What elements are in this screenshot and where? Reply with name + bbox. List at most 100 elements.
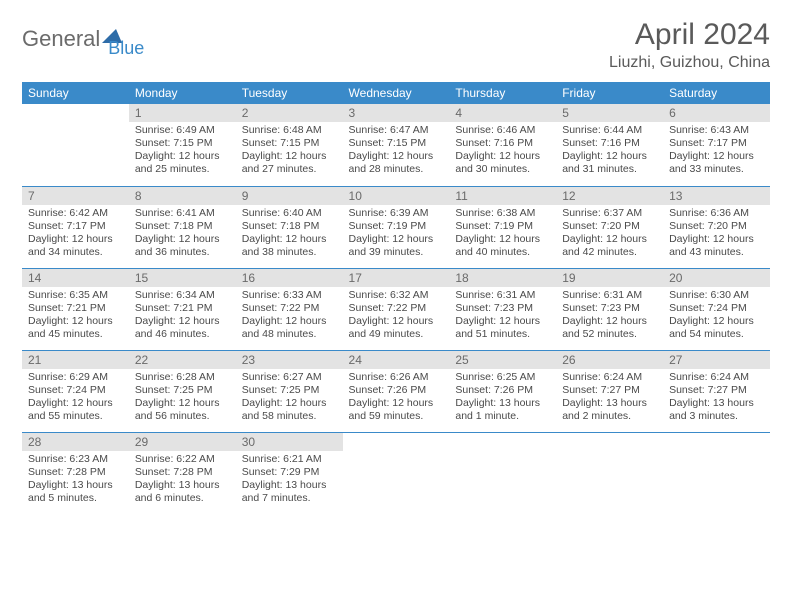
day-details: Sunrise: 6:28 AMSunset: 7:25 PMDaylight:… xyxy=(129,369,236,428)
sunset-line: Sunset: 7:17 PM xyxy=(28,220,123,233)
day-number: 21 xyxy=(22,351,129,369)
calendar-cell: 30Sunrise: 6:21 AMSunset: 7:29 PMDayligh… xyxy=(236,432,343,514)
sunrise-line: Sunrise: 6:39 AM xyxy=(349,207,444,220)
daylight-line: Daylight: 12 hours and 45 minutes. xyxy=(28,315,123,341)
day-number: 4 xyxy=(449,104,556,122)
sunset-line: Sunset: 7:21 PM xyxy=(28,302,123,315)
day-details: Sunrise: 6:31 AMSunset: 7:23 PMDaylight:… xyxy=(449,287,556,346)
calendar-cell: 27Sunrise: 6:24 AMSunset: 7:27 PMDayligh… xyxy=(663,350,770,432)
day-number: 14 xyxy=(22,269,129,287)
sunrise-line: Sunrise: 6:29 AM xyxy=(28,371,123,384)
weekday-header: Monday xyxy=(129,82,236,104)
sunrise-line: Sunrise: 6:40 AM xyxy=(242,207,337,220)
day-details: Sunrise: 6:49 AMSunset: 7:15 PMDaylight:… xyxy=(129,122,236,181)
daylight-line: Daylight: 12 hours and 39 minutes. xyxy=(349,233,444,259)
day-number: 27 xyxy=(663,351,770,369)
sunset-line: Sunset: 7:24 PM xyxy=(669,302,764,315)
calendar-table: SundayMondayTuesdayWednesdayThursdayFrid… xyxy=(22,82,770,514)
logo-word-general: General xyxy=(22,26,100,52)
sunset-line: Sunset: 7:18 PM xyxy=(242,220,337,233)
calendar-cell: 2Sunrise: 6:48 AMSunset: 7:15 PMDaylight… xyxy=(236,104,343,186)
weekday-header: Wednesday xyxy=(343,82,450,104)
sunrise-line: Sunrise: 6:24 AM xyxy=(562,371,657,384)
day-number: 3 xyxy=(343,104,450,122)
daylight-line: Daylight: 12 hours and 58 minutes. xyxy=(242,397,337,423)
sunset-line: Sunset: 7:19 PM xyxy=(349,220,444,233)
calendar-cell xyxy=(663,432,770,514)
daylight-line: Daylight: 12 hours and 48 minutes. xyxy=(242,315,337,341)
day-number: 12 xyxy=(556,187,663,205)
day-number: 8 xyxy=(129,187,236,205)
day-details: Sunrise: 6:24 AMSunset: 7:27 PMDaylight:… xyxy=(663,369,770,428)
sunrise-line: Sunrise: 6:36 AM xyxy=(669,207,764,220)
sunset-line: Sunset: 7:23 PM xyxy=(455,302,550,315)
daylight-line: Daylight: 12 hours and 59 minutes. xyxy=(349,397,444,423)
day-number: 2 xyxy=(236,104,343,122)
daylight-line: Daylight: 12 hours and 38 minutes. xyxy=(242,233,337,259)
sunrise-line: Sunrise: 6:28 AM xyxy=(135,371,230,384)
day-details: Sunrise: 6:21 AMSunset: 7:29 PMDaylight:… xyxy=(236,451,343,510)
calendar-cell: 23Sunrise: 6:27 AMSunset: 7:25 PMDayligh… xyxy=(236,350,343,432)
daylight-line: Daylight: 12 hours and 31 minutes. xyxy=(562,150,657,176)
sunrise-line: Sunrise: 6:37 AM xyxy=(562,207,657,220)
sunrise-line: Sunrise: 6:48 AM xyxy=(242,124,337,137)
calendar-cell: 25Sunrise: 6:25 AMSunset: 7:26 PMDayligh… xyxy=(449,350,556,432)
day-details: Sunrise: 6:43 AMSunset: 7:17 PMDaylight:… xyxy=(663,122,770,181)
sunrise-line: Sunrise: 6:47 AM xyxy=(349,124,444,137)
calendar-cell: 7Sunrise: 6:42 AMSunset: 7:17 PMDaylight… xyxy=(22,186,129,268)
calendar-cell: 8Sunrise: 6:41 AMSunset: 7:18 PMDaylight… xyxy=(129,186,236,268)
day-number: 20 xyxy=(663,269,770,287)
calendar-cell: 4Sunrise: 6:46 AMSunset: 7:16 PMDaylight… xyxy=(449,104,556,186)
day-details: Sunrise: 6:37 AMSunset: 7:20 PMDaylight:… xyxy=(556,205,663,264)
sunrise-line: Sunrise: 6:32 AM xyxy=(349,289,444,302)
sunrise-line: Sunrise: 6:41 AM xyxy=(135,207,230,220)
day-details: Sunrise: 6:47 AMSunset: 7:15 PMDaylight:… xyxy=(343,122,450,181)
calendar-cell xyxy=(22,104,129,186)
location-label: Liuzhi, Guizhou, China xyxy=(609,54,770,72)
calendar-cell: 18Sunrise: 6:31 AMSunset: 7:23 PMDayligh… xyxy=(449,268,556,350)
sunrise-line: Sunrise: 6:25 AM xyxy=(455,371,550,384)
sunrise-line: Sunrise: 6:35 AM xyxy=(28,289,123,302)
calendar-body: 1Sunrise: 6:49 AMSunset: 7:15 PMDaylight… xyxy=(22,104,770,514)
sunset-line: Sunset: 7:27 PM xyxy=(669,384,764,397)
day-details: Sunrise: 6:25 AMSunset: 7:26 PMDaylight:… xyxy=(449,369,556,428)
day-details: Sunrise: 6:41 AMSunset: 7:18 PMDaylight:… xyxy=(129,205,236,264)
calendar-cell: 29Sunrise: 6:22 AMSunset: 7:28 PMDayligh… xyxy=(129,432,236,514)
calendar-cell: 19Sunrise: 6:31 AMSunset: 7:23 PMDayligh… xyxy=(556,268,663,350)
sunset-line: Sunset: 7:21 PM xyxy=(135,302,230,315)
day-number: 6 xyxy=(663,104,770,122)
calendar-cell: 9Sunrise: 6:40 AMSunset: 7:18 PMDaylight… xyxy=(236,186,343,268)
title-block: April 2024 Liuzhi, Guizhou, China xyxy=(609,18,770,72)
day-details: Sunrise: 6:39 AMSunset: 7:19 PMDaylight:… xyxy=(343,205,450,264)
logo: General Blue xyxy=(22,18,144,59)
weekday-header: Tuesday xyxy=(236,82,343,104)
sunrise-line: Sunrise: 6:33 AM xyxy=(242,289,337,302)
calendar-cell: 26Sunrise: 6:24 AMSunset: 7:27 PMDayligh… xyxy=(556,350,663,432)
sunset-line: Sunset: 7:15 PM xyxy=(242,137,337,150)
daylight-line: Daylight: 13 hours and 1 minute. xyxy=(455,397,550,423)
calendar-cell: 22Sunrise: 6:28 AMSunset: 7:25 PMDayligh… xyxy=(129,350,236,432)
daylight-line: Daylight: 12 hours and 49 minutes. xyxy=(349,315,444,341)
calendar-cell: 28Sunrise: 6:23 AMSunset: 7:28 PMDayligh… xyxy=(22,432,129,514)
daylight-line: Daylight: 12 hours and 34 minutes. xyxy=(28,233,123,259)
calendar-cell: 15Sunrise: 6:34 AMSunset: 7:21 PMDayligh… xyxy=(129,268,236,350)
day-number: 13 xyxy=(663,187,770,205)
sunrise-line: Sunrise: 6:21 AM xyxy=(242,453,337,466)
calendar-head: SundayMondayTuesdayWednesdayThursdayFrid… xyxy=(22,82,770,104)
calendar-cell xyxy=(343,432,450,514)
sunrise-line: Sunrise: 6:27 AM xyxy=(242,371,337,384)
day-number: 22 xyxy=(129,351,236,369)
calendar-cell: 13Sunrise: 6:36 AMSunset: 7:20 PMDayligh… xyxy=(663,186,770,268)
day-number: 10 xyxy=(343,187,450,205)
sunset-line: Sunset: 7:25 PM xyxy=(242,384,337,397)
sunrise-line: Sunrise: 6:23 AM xyxy=(28,453,123,466)
day-details: Sunrise: 6:24 AMSunset: 7:27 PMDaylight:… xyxy=(556,369,663,428)
sunrise-line: Sunrise: 6:49 AM xyxy=(135,124,230,137)
calendar-cell: 16Sunrise: 6:33 AMSunset: 7:22 PMDayligh… xyxy=(236,268,343,350)
sunrise-line: Sunrise: 6:22 AM xyxy=(135,453,230,466)
day-number: 28 xyxy=(22,433,129,451)
day-number: 7 xyxy=(22,187,129,205)
day-details: Sunrise: 6:46 AMSunset: 7:16 PMDaylight:… xyxy=(449,122,556,181)
daylight-line: Daylight: 13 hours and 2 minutes. xyxy=(562,397,657,423)
calendar-cell: 20Sunrise: 6:30 AMSunset: 7:24 PMDayligh… xyxy=(663,268,770,350)
